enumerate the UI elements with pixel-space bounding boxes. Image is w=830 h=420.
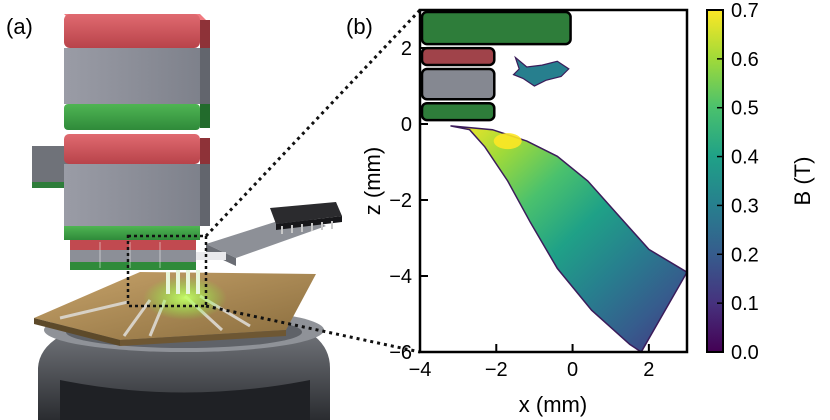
magnet-cross-section	[420, 10, 572, 122]
chip-holder	[186, 202, 342, 266]
panel-b-field-map: (b) −4 −2 0 2 −6−4−202 x (mm) z (mm) 0.00.1…	[346, 0, 815, 417]
colorbar-tick-label: 0.6	[731, 49, 759, 71]
colorbar-ticks: 0.0 0.1 0.2 0.3 0.4 0.5 0.6 0.7	[717, 0, 759, 364]
field-hotspot	[493, 133, 522, 150]
panel-a-label: (a)	[6, 14, 33, 39]
side-bracket	[32, 146, 70, 188]
x-tick-label: 2	[643, 359, 654, 381]
magnet-grey	[420, 67, 496, 101]
x-tick-label: −2	[485, 359, 508, 381]
y-tick-label: −4	[389, 266, 412, 288]
colorbar-tick-label: 0.5	[731, 98, 759, 120]
colorbar-tick-label: 0.2	[731, 244, 759, 266]
circuit-board	[34, 266, 316, 346]
plot-area	[420, 10, 689, 354]
y-tick-label: −2	[389, 190, 412, 212]
colorbar-tick-label: 0.1	[731, 293, 759, 315]
x-axis-ticks: −4 −2 0 2	[409, 344, 654, 381]
x-axis-label: x (mm)	[519, 392, 587, 417]
zoom-region-box	[126, 234, 208, 308]
magnet-bottom-green	[420, 101, 496, 122]
plot-frame	[418, 8, 689, 354]
y-axis-ticks: −6 −4 −2 0 2	[389, 38, 428, 364]
magnet-stack	[64, 14, 210, 270]
panel-a-rendering: (a)	[6, 14, 342, 420]
colorbar-frame	[706, 9, 724, 353]
colorbar-label: B (T)	[790, 157, 815, 206]
x-tick-label: −4	[409, 359, 432, 381]
y-tick-label: 0	[401, 114, 412, 136]
y-tick-label: −6	[389, 342, 412, 364]
colorbar-tick-label: 0.4	[731, 147, 759, 169]
zoom-connectors	[204, 8, 422, 354]
field-island	[512, 55, 570, 87]
magnet-top-green	[420, 10, 572, 46]
magnet-red	[420, 46, 496, 67]
colorbar-tick-label: 0.3	[731, 195, 759, 217]
field-plume	[450, 125, 689, 354]
colorbar-fill	[707, 10, 723, 352]
colorbar-tick-label: 0.7	[731, 0, 759, 22]
colorbar-tick-label: 0.0	[731, 342, 759, 364]
panel-b-label: (b)	[346, 14, 373, 39]
colorbar: 0.0 0.1 0.2 0.3 0.4 0.5 0.6 0.7 B (T)	[706, 0, 815, 364]
y-axis-label: z (mm)	[360, 147, 385, 215]
y-tick-label: 2	[401, 38, 412, 60]
x-tick-label: 0	[567, 359, 578, 381]
